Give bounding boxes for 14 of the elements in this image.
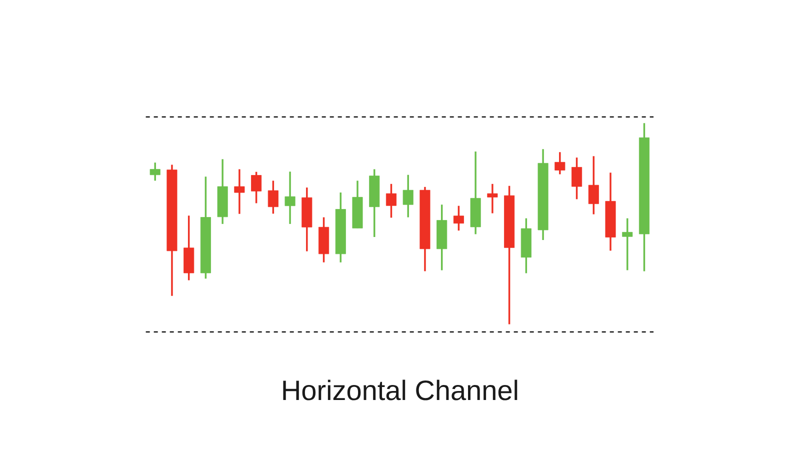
candlestick (453, 204, 464, 232)
text: Horizontal Channel (283, 380, 518, 400)
candlestick (268, 180, 278, 215)
candlestick (572, 156, 582, 200)
candlestick (487, 183, 498, 214)
candlestick (554, 151, 566, 176)
candlestick (150, 162, 160, 182)
candlestick (234, 168, 245, 215)
candlestick (284, 170, 296, 225)
candlestick (622, 217, 633, 272)
candlestick (402, 174, 414, 218)
candlestick (588, 155, 599, 216)
candlestick (251, 170, 262, 204)
candlestick (386, 183, 396, 219)
